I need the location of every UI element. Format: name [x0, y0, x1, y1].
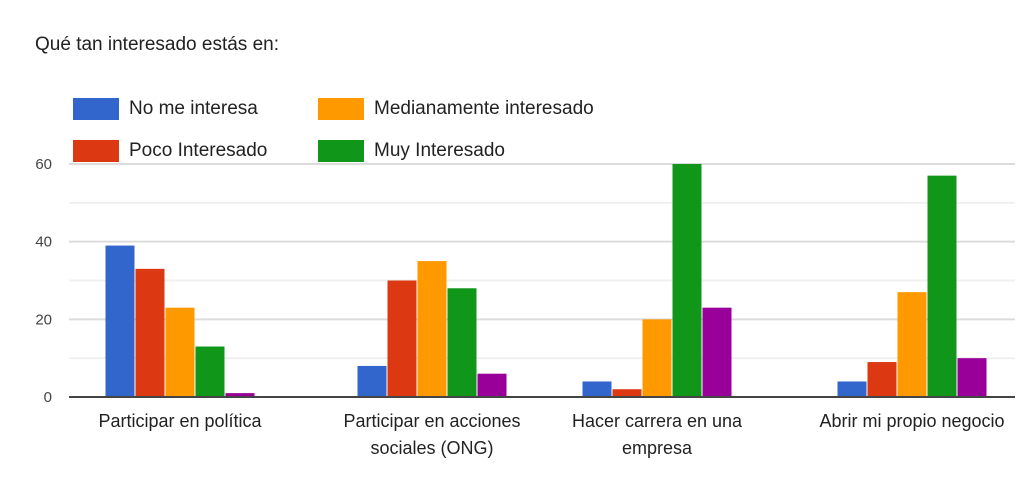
bar: [837, 381, 867, 397]
legend-swatch: [318, 98, 364, 120]
bar: [612, 389, 642, 397]
bar: [387, 280, 417, 397]
legend-label: Muy Interesado: [374, 140, 505, 161]
legend-label: Poco Interesado: [129, 140, 268, 161]
bar: [672, 164, 702, 397]
legend-item-poco-interesado[interactable]: Poco Interesado: [73, 140, 267, 162]
y-tick-label: 0: [44, 389, 52, 406]
bar: [357, 365, 387, 397]
bar: [702, 307, 732, 397]
bar: [417, 261, 447, 397]
bar: [195, 346, 225, 397]
legend-swatch: [73, 140, 119, 162]
bar: [897, 292, 927, 397]
y-tick-label: 20: [35, 311, 52, 328]
bar: [927, 175, 957, 397]
bar: [135, 268, 165, 397]
y-tick-label: 40: [35, 234, 52, 251]
bar: [642, 319, 672, 397]
y-tick-label: 60: [35, 156, 52, 173]
chart-title: Qué tan interesado estás en:: [35, 34, 279, 55]
x-tick-label: Participar en política: [98, 411, 262, 431]
legend-item-muy-interesado[interactable]: Muy Interesado: [318, 140, 505, 162]
x-tick-label: sociales (ONG): [370, 438, 493, 458]
legend-item-medianamente-interesado[interactable]: Medianamente interesado: [318, 98, 594, 120]
bar: [447, 288, 477, 397]
bar: [582, 381, 612, 397]
legend-label: No me interesa: [129, 98, 258, 119]
x-tick-label: empresa: [622, 438, 693, 458]
legend-swatch: [73, 98, 119, 120]
legend-label: Medianamente interesado: [374, 98, 594, 119]
bar: [165, 307, 195, 397]
x-tick-label: Participar en acciones: [343, 411, 520, 431]
bar: [867, 362, 897, 397]
x-tick-label: Hacer carrera en una: [572, 411, 743, 431]
x-tick-label: Abrir mi propio negocio: [819, 411, 1004, 431]
legend-swatch: [318, 140, 364, 162]
legend-item-no-me-interesa[interactable]: No me interesa: [73, 98, 258, 120]
bar: [225, 393, 255, 397]
bar: [477, 373, 507, 397]
bar: [105, 245, 135, 397]
bar: [957, 358, 987, 397]
